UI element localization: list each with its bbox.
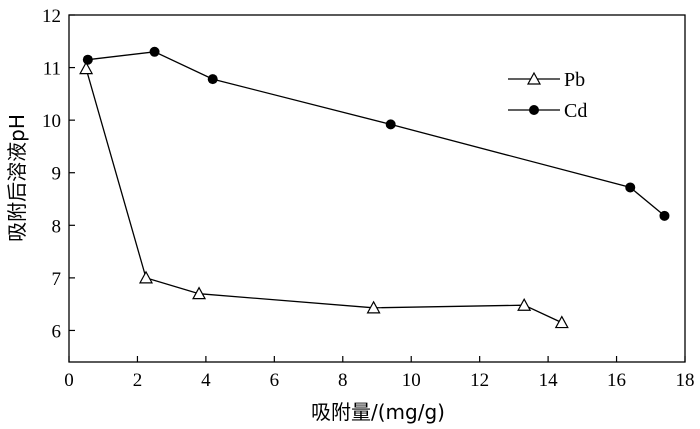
y-tick-label: 6 (52, 321, 62, 342)
y-tick-label: 12 (42, 6, 61, 27)
y-tick-label: 9 (52, 164, 62, 185)
y-tick-label: 11 (43, 59, 61, 80)
y-tick-label: 8 (52, 216, 62, 237)
x-tick-label: 14 (539, 370, 559, 391)
data-point-pb (366, 300, 381, 314)
legend-marker-cd (529, 105, 539, 115)
data-point-cd (625, 182, 636, 193)
x-tick-label: 18 (676, 370, 695, 391)
x-tick-label: 0 (64, 370, 74, 391)
x-tick-label: 4 (201, 370, 211, 391)
x-tick-label: 12 (470, 370, 489, 391)
data-point-pb (192, 286, 207, 300)
data-point-cd (659, 210, 670, 221)
axis-ticks: 0 2 4 6 8 10 12 14 16 18 6 7 8 9 10 11 12 (42, 6, 695, 391)
legend-marker-pb (526, 71, 542, 85)
x-tick-label: 6 (270, 370, 280, 391)
legend-label-pb: Pb (564, 69, 585, 91)
y-tick-label: 7 (52, 269, 62, 290)
legend-label-cd: Cd (564, 100, 587, 122)
data-point-pb (138, 270, 154, 284)
plot-area-frame (68, 14, 686, 363)
data-point-cd (207, 74, 218, 85)
x-tick-label: 2 (133, 370, 143, 391)
data-point-cd (82, 54, 93, 65)
x-tick-label: 16 (607, 370, 626, 391)
data-point-cd (149, 46, 160, 57)
legend: Pb Cd (508, 69, 587, 122)
x-axis-title: 吸附量/(mg/g) (311, 400, 445, 424)
data-point-pb (517, 297, 532, 311)
series-group (79, 46, 670, 329)
data-point-cd (385, 119, 396, 130)
series-line-cd (87, 51, 665, 217)
y-tick-label: 10 (42, 111, 61, 132)
x-tick-label: 10 (402, 370, 421, 391)
x-tick-label: 8 (338, 370, 348, 391)
data-point-pb (79, 61, 94, 75)
y-axis-title: 吸附后溶液pH (5, 114, 29, 242)
series-line-pb (85, 68, 563, 324)
data-point-pb (554, 315, 569, 329)
